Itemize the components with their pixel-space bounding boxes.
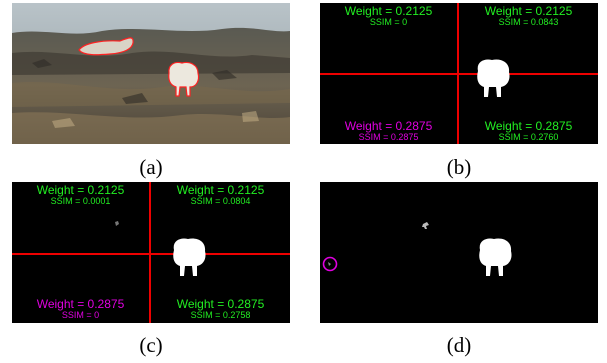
ssim-label: SSIM = 0.2758 — [190, 310, 251, 320]
circle-marker-icon — [322, 256, 338, 272]
ssim-label: SSIM = 0.0843 — [498, 17, 559, 27]
noise-speck — [115, 221, 119, 226]
weight-label: Weight = 0.2125 — [36, 183, 125, 197]
sheep-outline-1 — [78, 37, 134, 56]
weight-label: Weight = 0.2875 — [344, 119, 433, 133]
crosshair-vertical — [457, 3, 459, 144]
mask-panel-b: Weight = 0.2125 SSIM = 0 Weight = 0.2125… — [320, 3, 598, 144]
ssim-label: SSIM = 0.0001 — [50, 196, 111, 206]
mask-panel-d — [320, 182, 598, 323]
sheep-mask — [477, 59, 510, 97]
ssim-label: SSIM = 0.2875 — [358, 132, 419, 142]
crosshair-horizontal — [320, 73, 598, 75]
weight-label: Weight = 0.2875 — [36, 297, 125, 311]
crosshair-horizontal — [12, 253, 290, 255]
weight-label: Weight = 0.2125 — [344, 4, 433, 18]
ssim-label: SSIM = 0 — [369, 17, 408, 27]
caption-c: (c) — [139, 333, 163, 357]
weight-label: Weight = 0.2875 — [176, 297, 265, 311]
caption-d: (d) — [446, 333, 472, 357]
mask-panel-c: Weight = 0.2125 SSIM = 0.0001 Weight = 0… — [12, 182, 290, 323]
photo-panel-a — [12, 3, 290, 144]
small-object-mask — [422, 222, 429, 229]
weight-label: Weight = 0.2875 — [484, 119, 573, 133]
sheep-mask — [479, 238, 512, 276]
sheep-mask — [173, 238, 206, 276]
ssim-label: SSIM = 0 — [61, 310, 100, 320]
caption-b: (b) — [446, 155, 472, 179]
crosshair-vertical — [149, 182, 151, 323]
sheep-outline-2 — [168, 61, 200, 97]
ssim-label: SSIM = 0.2760 — [498, 132, 559, 142]
ssim-label: SSIM = 0.0804 — [190, 196, 251, 206]
weight-label: Weight = 0.2125 — [484, 4, 573, 18]
caption-a: (a) — [139, 155, 163, 179]
weight-label: Weight = 0.2125 — [176, 183, 265, 197]
sheep-photo — [12, 3, 290, 144]
